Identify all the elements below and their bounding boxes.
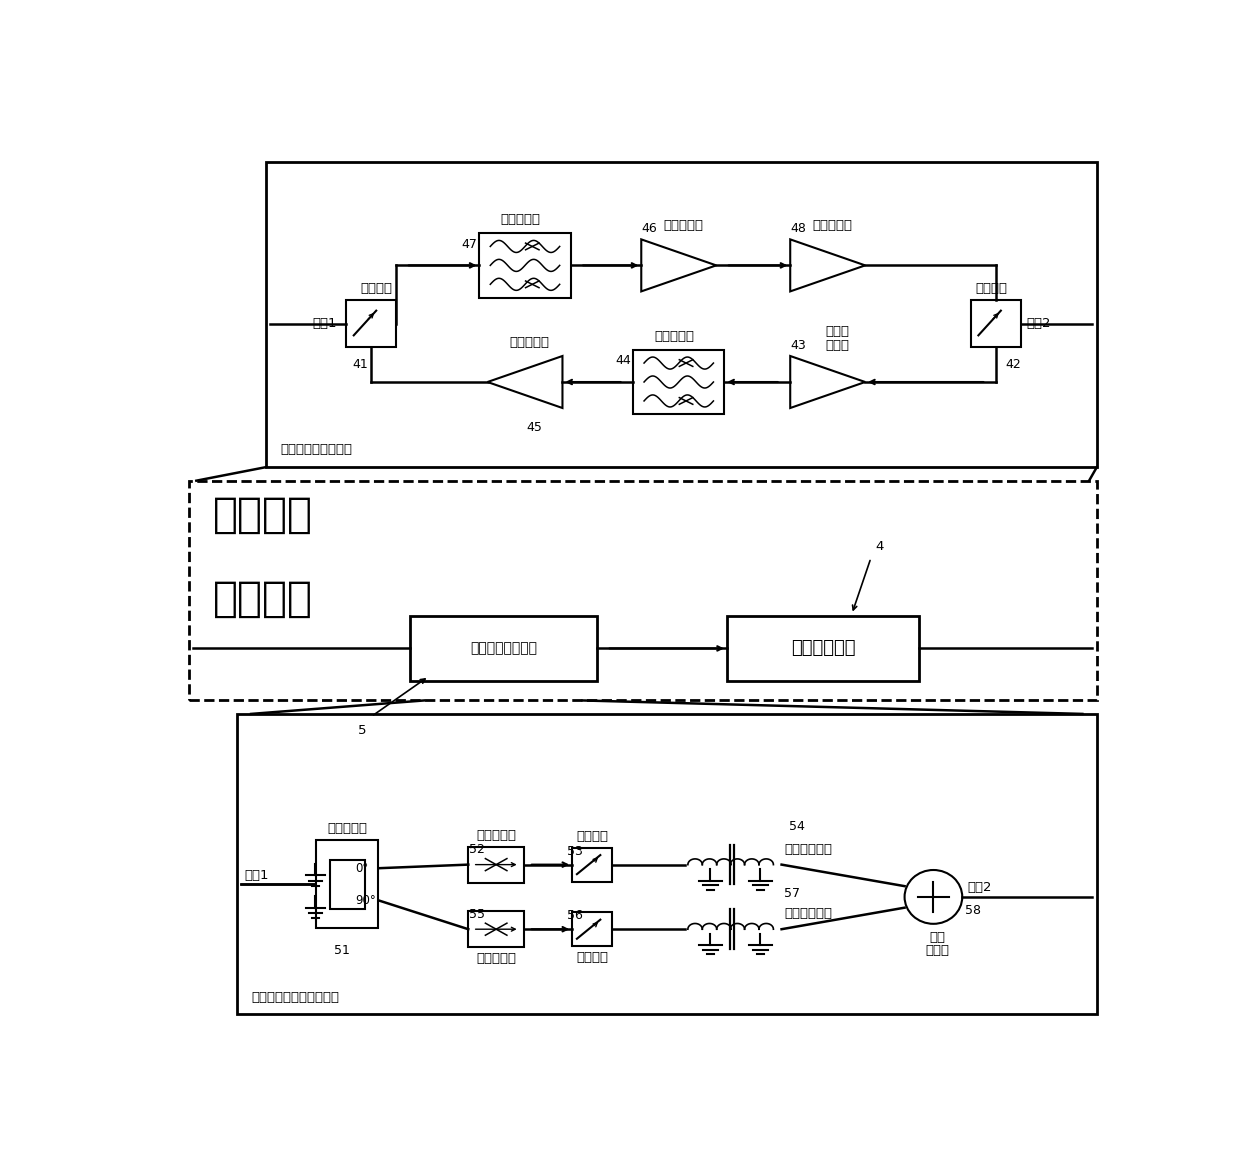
Bar xyxy=(409,616,598,680)
Text: 射频前端模块示意图: 射频前端模块示意图 xyxy=(280,444,352,457)
Text: 传输线转换器: 传输线转换器 xyxy=(785,908,832,920)
Bar xyxy=(572,848,613,882)
Text: 4: 4 xyxy=(875,541,884,553)
Bar xyxy=(727,616,919,680)
Text: 端口1: 端口1 xyxy=(312,317,337,330)
Bar xyxy=(346,301,397,347)
Text: 双向移相: 双向移相 xyxy=(213,494,312,536)
Text: 端口1: 端口1 xyxy=(244,869,269,882)
Text: 功率放大器: 功率放大器 xyxy=(812,219,853,232)
Text: 收发单元: 收发单元 xyxy=(213,578,312,620)
Text: 数控衰减器: 数控衰减器 xyxy=(476,952,516,965)
Text: 55: 55 xyxy=(469,908,485,920)
Text: 0°: 0° xyxy=(355,862,368,875)
Bar xyxy=(237,714,1096,1015)
Text: 51: 51 xyxy=(335,945,351,958)
Text: 41: 41 xyxy=(352,358,368,370)
Text: 射频放大器: 射频放大器 xyxy=(510,336,549,348)
Text: 功率
合成器: 功率 合成器 xyxy=(925,931,950,956)
Bar xyxy=(480,233,570,298)
Text: 端口2: 端口2 xyxy=(967,882,992,895)
Text: 正交合成移相模块示意图: 正交合成移相模块示意图 xyxy=(250,990,339,1004)
Text: 射频放大器: 射频放大器 xyxy=(663,219,703,232)
Text: 射频开关: 射频开关 xyxy=(975,282,1007,295)
Text: 射频开关: 射频开关 xyxy=(360,282,392,295)
Text: 52: 52 xyxy=(469,843,485,856)
Bar xyxy=(469,911,525,947)
Text: 正交合成移相模块: 正交合成移相模块 xyxy=(470,642,537,656)
Text: 射频开关: 射频开关 xyxy=(577,951,609,963)
Text: 46: 46 xyxy=(641,221,657,235)
Bar xyxy=(330,860,365,909)
Text: 47: 47 xyxy=(461,238,477,250)
Text: 射频开关: 射频开关 xyxy=(577,831,609,843)
Text: 射频前端模块: 射频前端模块 xyxy=(791,640,856,657)
Text: 带通滤波器: 带通滤波器 xyxy=(653,330,694,343)
Bar xyxy=(265,162,1096,467)
Text: 90°: 90° xyxy=(355,894,376,908)
Text: 58: 58 xyxy=(965,904,981,917)
Text: 正交耦合器: 正交耦合器 xyxy=(327,822,367,835)
Text: 低噪声
放大器: 低噪声 放大器 xyxy=(826,325,849,352)
Bar xyxy=(572,912,613,946)
Bar xyxy=(971,301,1021,347)
Bar xyxy=(469,847,525,883)
Text: 42: 42 xyxy=(1006,358,1022,370)
Text: 57: 57 xyxy=(785,888,801,901)
Text: 传输线转换器: 传输线转换器 xyxy=(785,842,832,855)
Text: 45: 45 xyxy=(527,422,543,435)
Text: 43: 43 xyxy=(790,339,806,352)
Bar xyxy=(188,481,1096,700)
Text: 端口2: 端口2 xyxy=(1027,317,1052,330)
Text: 带通滤波器: 带通滤波器 xyxy=(500,213,541,226)
Text: 54: 54 xyxy=(789,820,805,833)
Text: 数控衰减器: 数控衰减器 xyxy=(476,829,516,842)
Text: 48: 48 xyxy=(790,221,806,235)
Bar xyxy=(634,350,724,415)
Text: 53: 53 xyxy=(567,845,583,857)
Text: 44: 44 xyxy=(615,354,631,367)
Text: 56: 56 xyxy=(567,910,583,923)
Bar xyxy=(316,840,378,929)
Text: 5: 5 xyxy=(358,723,367,736)
